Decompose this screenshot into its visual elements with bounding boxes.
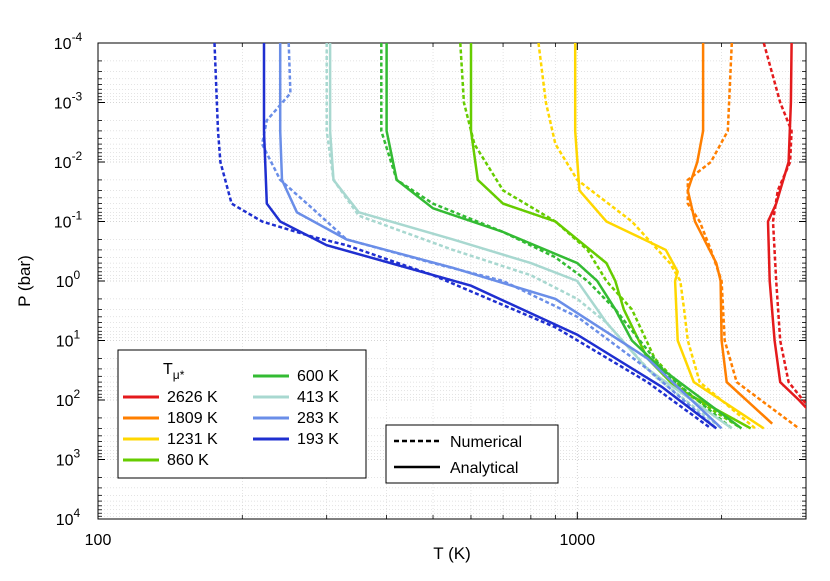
series-analytical-413-k <box>328 43 733 430</box>
series-analytical-1809-k <box>686 43 774 425</box>
y-tick-base: 10 <box>54 215 72 232</box>
series-analytical-2626-k <box>766 43 806 410</box>
legend-style-box <box>385 424 559 484</box>
legend-title-main: T <box>163 361 173 378</box>
y-tick-exponent: 3 <box>74 447 81 461</box>
y-tick-exponent: -3 <box>72 90 83 104</box>
x-tick-label: 1000 <box>560 532 596 549</box>
legend-title: Tμ* <box>163 361 185 382</box>
y-tick-label: 101 <box>56 328 81 351</box>
series-numerical-860-k <box>459 43 743 430</box>
series-numerical-2626-k <box>762 43 806 406</box>
y-tick-exponent: 1 <box>74 328 81 342</box>
legend-temperature: Tμ* 2626 K 1809 K 1231 K 860 K 600 K 413 K 283… <box>117 349 367 479</box>
y-tick-exponent: -4 <box>72 30 83 44</box>
legend-temperature-box <box>117 349 367 479</box>
legend-label-1231-k: 1231 K <box>167 431 218 448</box>
y-tick-label: 10-1 <box>54 209 83 232</box>
series-numerical-600-k <box>380 43 733 430</box>
y-axis-title: P (bar) <box>15 255 34 307</box>
legend-label-600-k: 600 K <box>297 368 339 385</box>
legend-analytical-label: Analytical <box>450 460 518 477</box>
legend-label-413-k: 413 K <box>297 389 339 406</box>
legend-label-193-k: 193 K <box>297 431 339 448</box>
y-tick-base: 10 <box>56 334 74 351</box>
series-numerical-1809-k <box>686 43 800 430</box>
legend-title-sub: μ* <box>173 368 185 382</box>
y-tick-label: 10-4 <box>54 30 83 53</box>
y-tick-label: 10-3 <box>54 90 83 113</box>
series-analytical-1231-k <box>573 43 765 430</box>
series-numerical-283-k <box>260 43 718 430</box>
legend-numerical-label: Numerical <box>450 434 522 451</box>
series-analytical-283-k <box>278 43 723 430</box>
y-tick-base: 10 <box>56 274 74 291</box>
y-tick-label: 103 <box>56 447 81 470</box>
y-tick-exponent: 0 <box>74 268 81 282</box>
legend-style: Numerical Analytical <box>385 424 559 484</box>
x-tick-label: 100 <box>85 532 112 549</box>
y-tick-label: 100 <box>56 268 81 291</box>
legend-label-1809-k: 1809 K <box>167 410 218 427</box>
legend-label-2626-k: 2626 K <box>167 389 218 406</box>
y-tick-exponent: -1 <box>72 209 83 223</box>
y-tick-label: 10-2 <box>54 149 83 172</box>
y-tick-exponent: 4 <box>74 506 81 520</box>
legend-temperature-entries: 2626 K 1809 K 1231 K 860 K 600 K 413 K 283 K 19… <box>123 368 339 469</box>
legend-label-860-k: 860 K <box>167 452 209 469</box>
legend-label-283-k: 283 K <box>297 410 339 427</box>
series-analytical-193-k <box>262 43 718 430</box>
y-tick-base: 10 <box>54 155 72 172</box>
y-tick-base: 10 <box>56 512 74 529</box>
series-analytical-600-k <box>385 43 743 430</box>
x-axis-title: T (K) <box>433 544 470 563</box>
y-tick-base: 10 <box>56 393 74 410</box>
series-numerical-1231-k <box>537 43 757 430</box>
y-tick-exponent: 2 <box>74 387 81 401</box>
y-tick-exponent: -2 <box>72 149 83 163</box>
y-tick-label: 104 <box>56 506 81 529</box>
y-tick-base: 10 <box>54 96 72 113</box>
series-group <box>213 43 806 430</box>
y-tick-base: 10 <box>54 36 72 53</box>
y-tick-base: 10 <box>56 453 74 470</box>
y-tick-label: 102 <box>56 387 81 410</box>
